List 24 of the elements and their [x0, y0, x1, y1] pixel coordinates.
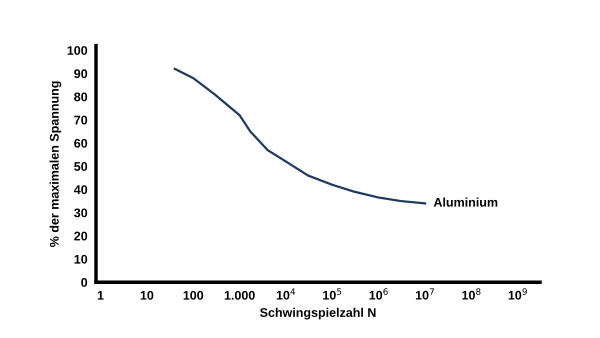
- y-tick-label: 50: [74, 162, 88, 171]
- y-tick-label: 40: [74, 185, 88, 194]
- x-axis-title: Schwingspielzahl N: [260, 308, 376, 320]
- x-tick-label: 100: [184, 290, 204, 300]
- y-tick-label: 30: [74, 208, 88, 218]
- x-tick-label: 10$^{7}$: [416, 288, 434, 300]
- y-tick-label: 90: [74, 69, 88, 78]
- y-tick-label: 10: [74, 254, 88, 264]
- y-axis-title: % der maximalen Spannung: [50, 81, 62, 247]
- y-tick-label: 70: [74, 116, 88, 125]
- y-tick-label: 60: [74, 138, 88, 148]
- x-tick-label: 10$^{5}$: [323, 288, 342, 300]
- x-tick-label: 1: [98, 291, 104, 300]
- x-tick-label: 10$^{9}$: [508, 288, 527, 300]
- series-label: Aluminium: [434, 198, 498, 207]
- y-tick-label: 20: [74, 232, 88, 240]
- x-tick-label: 10: [140, 290, 154, 300]
- y-tick-label: 0: [81, 278, 88, 287]
- x-tick-label: 10$^{6}$: [370, 288, 388, 300]
- x-tick-label: 10$^{8}$: [462, 288, 480, 300]
- x-tick-label: 10$^{4}$: [276, 288, 296, 300]
- y-tick-label: 100: [68, 46, 88, 55]
- y-tick-label: 80: [74, 92, 88, 102]
- x-tick-label: 1.000: [224, 290, 255, 300]
